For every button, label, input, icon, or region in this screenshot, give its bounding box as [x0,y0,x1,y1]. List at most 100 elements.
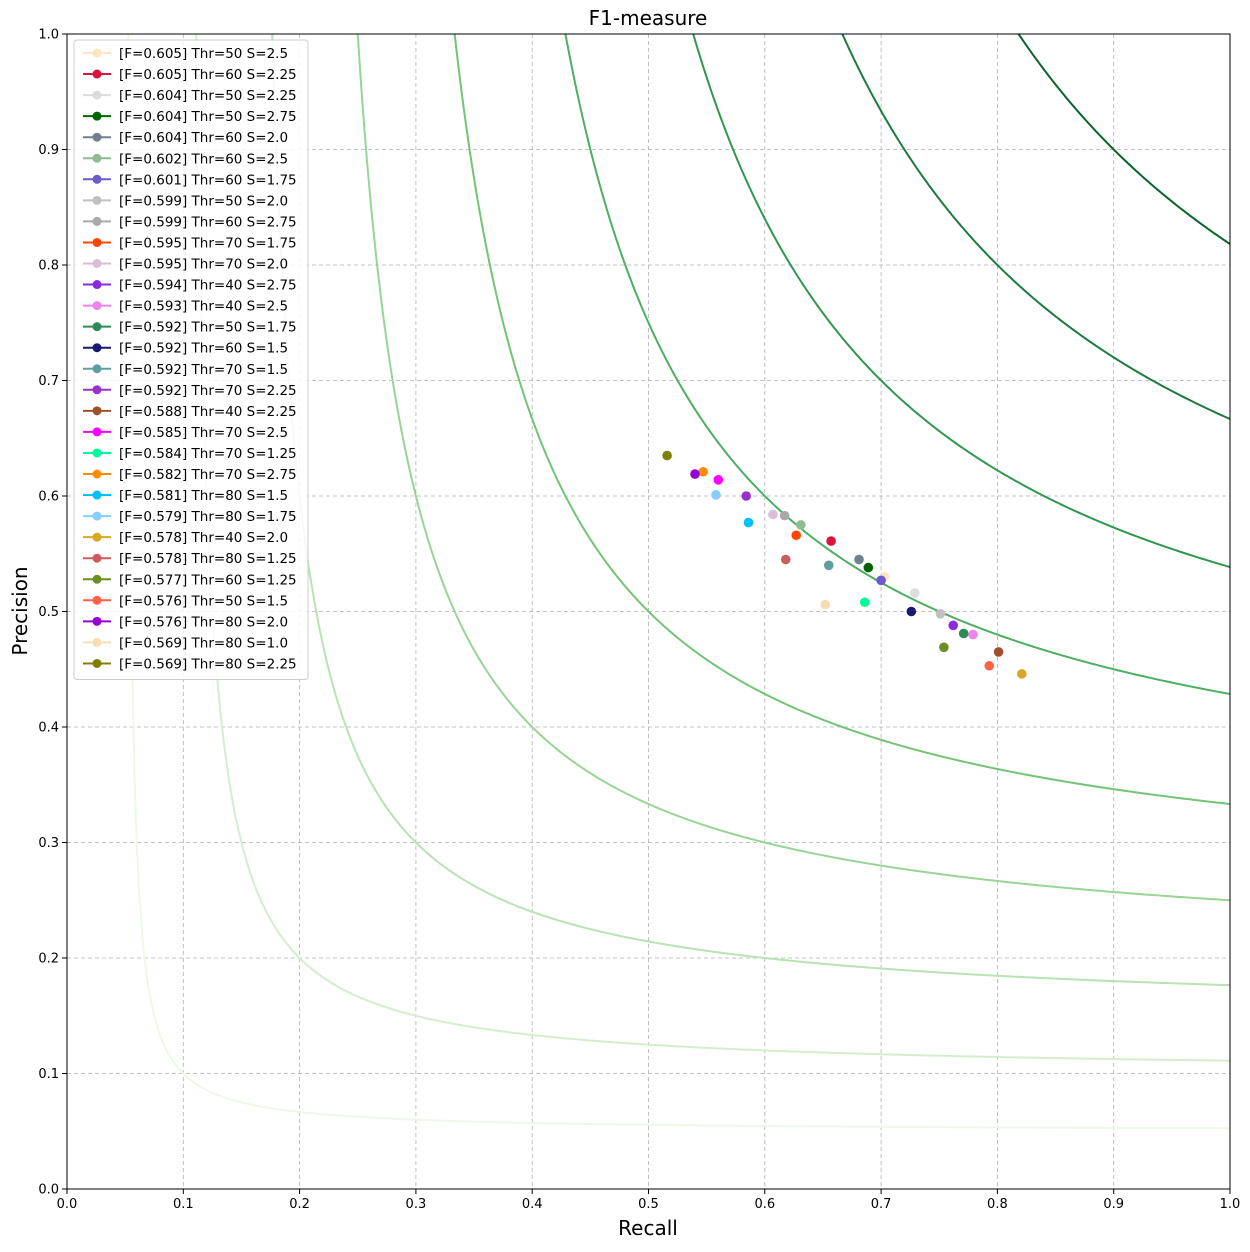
x-tick-label: 0.3 [406,1197,427,1212]
legend-label: [F=0.569] Thr=80 S=1.0 [119,635,288,651]
iso-f1-curve [453,34,1230,805]
data-point [935,609,946,619]
legend-marker [92,153,102,163]
legend-label: [F=0.588] Thr=40 S=2.25 [119,404,297,420]
x-tick-label: 1.0 [1220,1197,1241,1212]
data-point [711,490,721,500]
iso-f1-curve [356,34,1230,902]
y-tick-label: 0.0 [38,1183,59,1198]
legend-marker [92,195,102,205]
legend-label: [F=0.569] Thr=80 S=2.25 [119,656,297,672]
legend-marker [92,595,102,605]
legend-marker [92,48,102,58]
y-axis-label: Precision [8,566,32,655]
legend-marker [92,406,102,416]
iso-f1-curves [127,34,1230,1130]
y-tick-label: 0.5 [38,605,59,620]
legend-label: [F=0.604] Thr=60 S=2.0 [119,130,288,146]
legend-label: [F=0.604] Thr=50 S=2.25 [119,88,297,104]
data-point [910,588,920,598]
data-point [662,450,672,461]
iso-f1-curve [1017,34,1230,245]
x-tick-label: 0.4 [522,1197,543,1212]
legend-label: [F=0.599] Thr=50 S=2.0 [119,193,288,209]
x-tick-label: 0.9 [1103,1197,1124,1212]
y-axis-ticks: 0.0 0.1 0.2 0.3 0.4 0.5 0.6 0.7 0.8 0.9 1.0 [38,28,67,1198]
data-point [968,629,978,640]
data-point [791,530,802,541]
legend-label: [F=0.576] Thr=50 S=1.5 [119,593,288,609]
legend-label: [F=0.602] Thr=60 S=2.5 [119,151,288,167]
y-tick-label: 0.2 [38,952,59,967]
legend-label: [F=0.604] Thr=50 S=2.75 [119,109,297,125]
y-tick-label: 0.7 [38,374,59,389]
legend-label: [F=0.579] Thr=80 S=1.75 [119,509,297,525]
data-points [662,450,1027,679]
x-tick-label: 0.1 [173,1197,194,1212]
iso-f1-curve [195,34,1230,1062]
legend-label: [F=0.582] Thr=70 S=2.75 [119,467,297,483]
legend-marker [92,511,102,521]
iso-f1-curve [692,34,1230,569]
data-point [854,554,864,565]
x-axis-ticks: 0.0 0.1 0.2 0.3 0.4 0.5 0.6 0.7 0.8 0.9 1.0 [57,1189,1241,1212]
data-point [1017,669,1027,679]
legend-marker [92,69,102,79]
x-tick-label: 0.6 [754,1197,775,1212]
legend-box [73,39,309,680]
legend-label: [F=0.605] Thr=50 S=2.5 [119,46,288,62]
legend-label: [F=0.592] Thr=60 S=1.5 [119,341,288,357]
legend-label: [F=0.593] Thr=40 S=2.5 [119,299,288,315]
legend-marker [92,174,102,184]
data-point [948,620,959,631]
y-tick-label: 0.4 [38,721,59,736]
legend-label: [F=0.592] Thr=70 S=1.5 [119,362,288,378]
legend-marker [92,385,102,395]
data-point [984,660,995,671]
legend-marker [92,90,102,100]
x-tick-label: 0.5 [638,1197,659,1212]
data-point [906,606,917,617]
x-tick-label: 0.7 [871,1197,892,1212]
legend-marker [92,343,102,353]
data-point [863,562,874,573]
y-tick-label: 0.3 [38,836,59,851]
data-point [713,475,724,485]
data-point [939,642,949,653]
legend-marker [92,301,102,311]
legend-marker [92,532,102,542]
legend-marker [92,616,102,626]
legend-marker [92,427,102,437]
y-tick-label: 0.6 [38,490,59,505]
x-tick-label: 0.0 [57,1197,78,1212]
legend-marker [92,132,102,142]
legend-label: [F=0.581] Thr=80 S=1.5 [119,488,288,504]
y-tick-label: 0.1 [38,1067,59,1082]
legend-marker [92,237,102,247]
legend-label: [F=0.592] Thr=50 S=1.75 [119,320,297,336]
legend-marker [92,658,102,668]
legend-label: [F=0.576] Thr=80 S=2.0 [119,614,288,630]
data-point [823,560,834,571]
legend-label: [F=0.601] Thr=60 S=1.75 [119,172,297,188]
data-point [768,509,778,520]
legend-marker [92,553,102,563]
legend-marker [92,322,102,332]
legend-marker [92,490,102,500]
legend-marker [92,111,102,121]
legend: [F=0.605] Thr=50 S=2.5 [F=0.605] Thr=60 S… [73,39,309,680]
chart-title: F1-measure [589,6,708,30]
legend-label: [F=0.585] Thr=70 S=2.5 [119,425,288,441]
data-point [741,491,751,501]
legend-label: [F=0.592] Thr=70 S=2.25 [119,383,297,399]
iso-f1-curve [127,34,1230,1130]
legend-marker [92,448,102,458]
x-axis-label: Recall [618,1216,678,1240]
legend-label: [F=0.595] Thr=70 S=1.75 [119,235,297,251]
legend-marker [92,280,102,290]
legend-label: [F=0.578] Thr=40 S=2.0 [119,530,288,546]
legend-label: [F=0.599] Thr=60 S=2.75 [119,214,297,230]
legend-label: [F=0.578] Thr=80 S=1.25 [119,551,297,567]
data-point [826,536,836,546]
